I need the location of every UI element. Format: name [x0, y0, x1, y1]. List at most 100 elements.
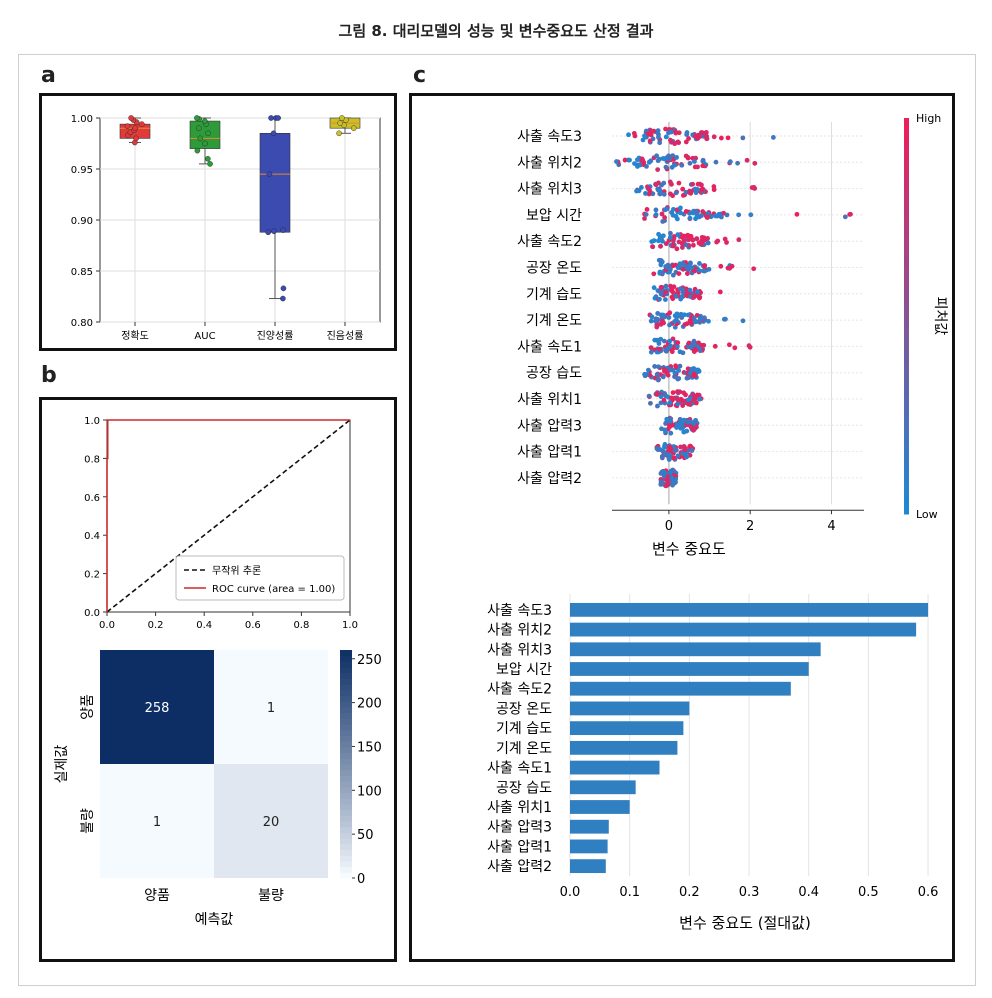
shap-point — [700, 163, 706, 169]
colorbar-segment — [904, 118, 909, 129]
feature-label: 사출 위치1 — [517, 392, 582, 408]
shap-point — [691, 396, 697, 402]
shap-point — [677, 363, 683, 369]
shap-point — [651, 271, 657, 277]
y-tick-label: 1.0 — [84, 416, 100, 427]
shap-point — [667, 156, 673, 162]
shap-point — [727, 265, 733, 271]
feature-label: 사출 압력2 — [517, 471, 582, 487]
shap-point — [646, 393, 652, 399]
x-tick-label: 4 — [827, 519, 835, 534]
bar-category-label: 사출 위치1 — [487, 800, 552, 816]
shap-point — [657, 140, 663, 146]
x-tick-label: 0.0 — [560, 885, 581, 900]
shap-point — [653, 212, 659, 218]
shap-point — [680, 424, 686, 430]
colorbar-segment — [904, 494, 909, 505]
shap-point — [693, 400, 699, 405]
shap-point — [631, 130, 637, 136]
x-tick-label: 정확도 — [121, 330, 149, 342]
colorbar-tick-label: 200 — [357, 697, 382, 712]
colorbar-segment — [904, 207, 909, 218]
x-tick-label: 0.3 — [739, 885, 760, 900]
colorbar-segment — [904, 415, 909, 426]
colorbar-segment — [904, 157, 909, 168]
shap-point — [688, 344, 694, 350]
shap-point — [700, 130, 706, 136]
feature-label: 사출 속도2 — [517, 234, 582, 250]
shap-point — [662, 215, 668, 220]
colorbar-segment — [340, 712, 352, 719]
shap-point — [684, 271, 690, 276]
shap-point — [662, 442, 668, 447]
bar-category-label: 사출 위치2 — [487, 623, 552, 639]
feature-label: 사출 위치2 — [517, 155, 582, 171]
colorbar-segment — [340, 655, 352, 662]
shap-point — [714, 239, 720, 245]
shap-point — [642, 133, 647, 139]
shap-point — [665, 481, 671, 487]
colorbar-segment — [904, 217, 909, 228]
colorbar-tick-label: 250 — [357, 653, 382, 668]
shap-point — [651, 238, 657, 244]
shap-point — [651, 285, 657, 291]
colorbar-segment — [904, 375, 909, 386]
shap-point — [670, 263, 676, 269]
shap-point — [655, 128, 661, 134]
shap-point — [646, 159, 652, 165]
shap-point — [794, 211, 800, 217]
shap-point — [669, 349, 675, 355]
data-point — [194, 115, 200, 121]
shap-point — [687, 443, 693, 449]
shap-point — [673, 293, 679, 299]
colorbar-segment — [904, 405, 909, 416]
colorbar-segment — [904, 474, 909, 485]
shap-point — [626, 132, 631, 138]
colorbar-segment — [904, 187, 909, 198]
shap-point — [663, 289, 668, 295]
colorbar-segment — [340, 798, 352, 805]
bar — [570, 760, 660, 775]
shap-point — [683, 242, 689, 248]
data-point — [207, 161, 213, 167]
colorbar-segment — [904, 256, 909, 267]
y-tick-label: 1.00 — [71, 114, 93, 125]
x-tick-label: 0.1 — [619, 885, 640, 900]
colorbar-segment — [340, 661, 352, 668]
shap-point — [667, 179, 673, 185]
shap-point — [652, 337, 658, 343]
bar — [570, 662, 809, 676]
colorbar-segment — [904, 167, 909, 178]
x-tick-label: 0 — [665, 519, 673, 534]
x-tick-label: 0.6 — [245, 620, 261, 631]
colorbar-segment — [340, 689, 352, 697]
shap-point — [688, 294, 693, 299]
shap-point — [670, 390, 676, 395]
colorbar-segment — [340, 672, 352, 679]
shap-point — [674, 246, 680, 252]
shap-point — [697, 396, 703, 402]
shap-point — [668, 430, 674, 436]
bar-category-label: 사출 압력2 — [487, 859, 552, 875]
colorbar-segment — [340, 678, 352, 685]
colorbar-segment — [340, 650, 352, 657]
colorbar-segment — [904, 177, 909, 188]
colorbar-segment — [904, 355, 909, 366]
shap-point — [653, 207, 659, 213]
colorbar-segment — [340, 684, 352, 691]
colorbar-segment — [904, 434, 909, 446]
shap-point — [669, 475, 675, 481]
shap-point — [679, 245, 685, 250]
shap-point — [681, 262, 687, 268]
data-point — [201, 118, 208, 124]
colorbar-segment — [904, 464, 909, 475]
shap-point — [667, 470, 673, 476]
figure-title: 그림 8. 대리모델의 성능 및 변수중요도 산정 결과 — [338, 22, 654, 40]
shap-point — [655, 364, 661, 370]
shap-point — [669, 294, 675, 300]
shap-point — [683, 139, 689, 145]
shap-point — [689, 448, 695, 453]
shap-point — [691, 338, 697, 344]
shap-point — [667, 400, 673, 406]
